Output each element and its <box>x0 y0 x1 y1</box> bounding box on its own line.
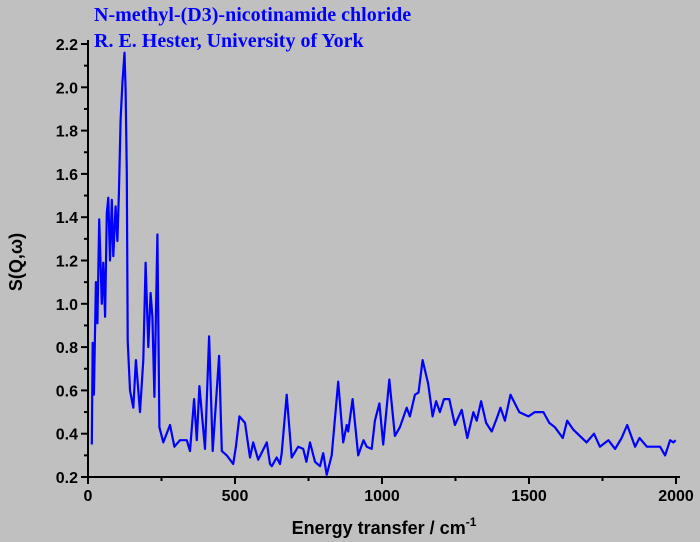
y-tick-label: 1.2 <box>56 254 78 271</box>
x-axis-label: Energy transfer / cm-1 <box>292 515 477 538</box>
x-tick-label: 0 <box>84 488 93 505</box>
y-tick-label: 1.4 <box>56 210 78 227</box>
y-tick-label: 2.2 <box>56 37 78 54</box>
y-tick-label: 0.4 <box>56 427 78 444</box>
y-tick-label: 1.0 <box>56 297 78 314</box>
y-axis-label: S(Q,ω) <box>6 233 26 291</box>
x-tick-label: 2000 <box>658 488 694 505</box>
y-tick-label: 0.6 <box>56 383 78 400</box>
y-tick-label: 1.8 <box>56 124 78 141</box>
y-tick-label: 1.6 <box>56 167 78 184</box>
x-tick-label: 1000 <box>364 488 400 505</box>
x-tick-label: 1500 <box>511 488 547 505</box>
y-tick-label: 2.0 <box>56 80 78 97</box>
y-tick-label: 0.8 <box>56 340 78 357</box>
chart-title: N-methyl-(D3)-nicotinamide chloride <box>94 4 412 26</box>
x-tick-label: 500 <box>222 488 249 505</box>
chart-subtitle: R. E. Hester, University of York <box>94 30 364 52</box>
series-line <box>90 51 677 476</box>
y-tick-label: 0.2 <box>56 470 78 487</box>
